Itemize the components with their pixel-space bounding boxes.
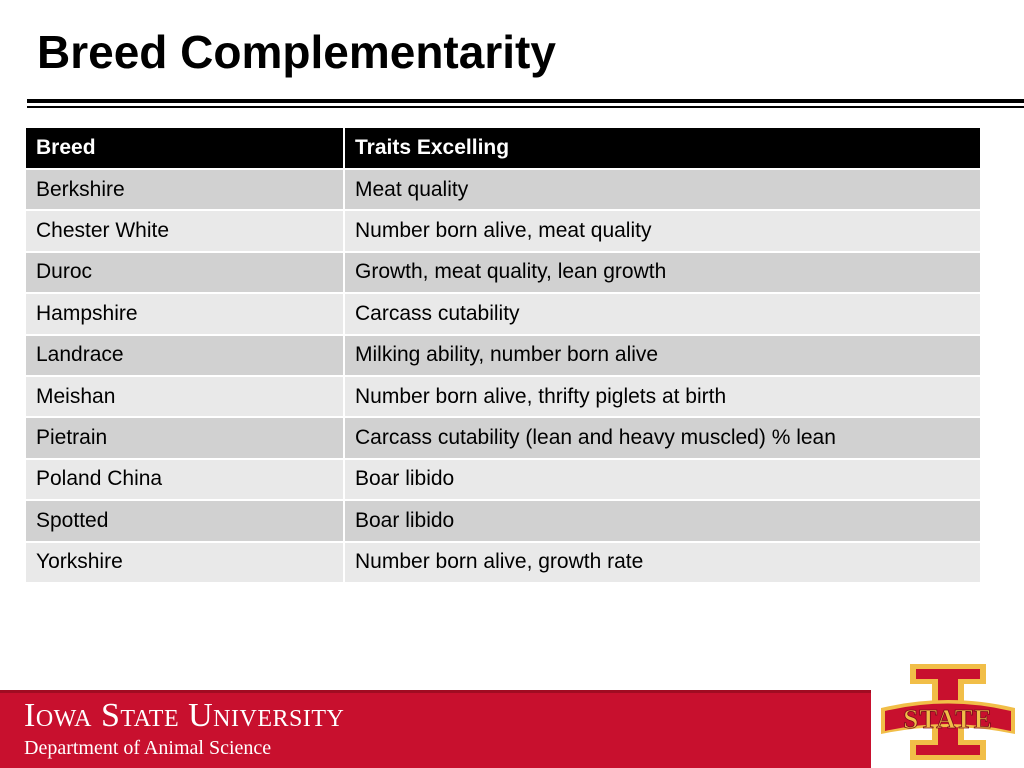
traits-cell: Carcass cutability (lean and heavy muscl…: [344, 417, 982, 460]
traits-cell: Meat quality: [344, 169, 982, 212]
table-row: Berkshire Meat quality: [26, 169, 982, 212]
table-row: Meishan Number born alive, thrifty pigle…: [26, 375, 982, 419]
breed-cell: Poland China: [26, 458, 345, 502]
logo-banner-inner: [885, 703, 1011, 731]
breed-cell: Hampshire: [26, 293, 345, 336]
slide-title: Breed Complementarity: [37, 26, 556, 78]
logo-wordmark: STATE: [903, 704, 993, 734]
table-row: Spotted Boar libido: [26, 500, 982, 543]
column-header-traits: Traits Excelling: [344, 128, 982, 170]
table-row: Pietrain Carcass cutability (lean and he…: [26, 417, 982, 460]
breed-cell: Pietrain: [26, 417, 345, 460]
breed-cell: Spotted: [26, 500, 345, 543]
title-divider-thick: [27, 99, 1024, 103]
table-header-row: Breed Traits Excelling: [26, 128, 982, 170]
traits-cell: Boar libido: [344, 458, 982, 502]
traits-cell: Carcass cutability: [344, 293, 982, 336]
traits-cell: Growth, meat quality, lean growth: [344, 251, 982, 295]
breed-cell: Berkshire: [26, 169, 345, 212]
traits-cell: Number born alive, growth rate: [344, 541, 982, 584]
footer-banner: [0, 690, 871, 768]
table-row: Landrace Milking ability, number born al…: [26, 334, 982, 377]
isu-state-logo: STATE: [881, 664, 1015, 760]
department-name: Department of Animal Science: [24, 737, 272, 759]
table-row: Chester White Number born alive, meat qu…: [26, 210, 982, 253]
breed-traits-table: Breed Traits Excelling Berkshire Meat qu…: [26, 128, 982, 584]
column-header-breed: Breed: [26, 128, 345, 170]
table-row: Yorkshire Number born alive, growth rate: [26, 541, 982, 584]
breed-cell: Duroc: [26, 251, 345, 295]
breed-cell: Meishan: [26, 375, 345, 419]
breed-cell: Yorkshire: [26, 541, 345, 584]
table-row: Hampshire Carcass cutability: [26, 293, 982, 336]
traits-cell: Boar libido: [344, 500, 982, 543]
university-name: Iowa State University: [24, 697, 345, 734]
breed-cell: Chester White: [26, 210, 345, 253]
traits-cell: Number born alive, meat quality: [344, 210, 982, 253]
breed-cell: Landrace: [26, 334, 345, 377]
traits-cell: Milking ability, number born alive: [344, 334, 982, 377]
table-row: Duroc Growth, meat quality, lean growth: [26, 251, 982, 295]
traits-cell: Number born alive, thrifty piglets at bi…: [344, 375, 982, 419]
table-row: Poland China Boar libido: [26, 458, 982, 502]
title-divider-thin: [27, 106, 1024, 108]
